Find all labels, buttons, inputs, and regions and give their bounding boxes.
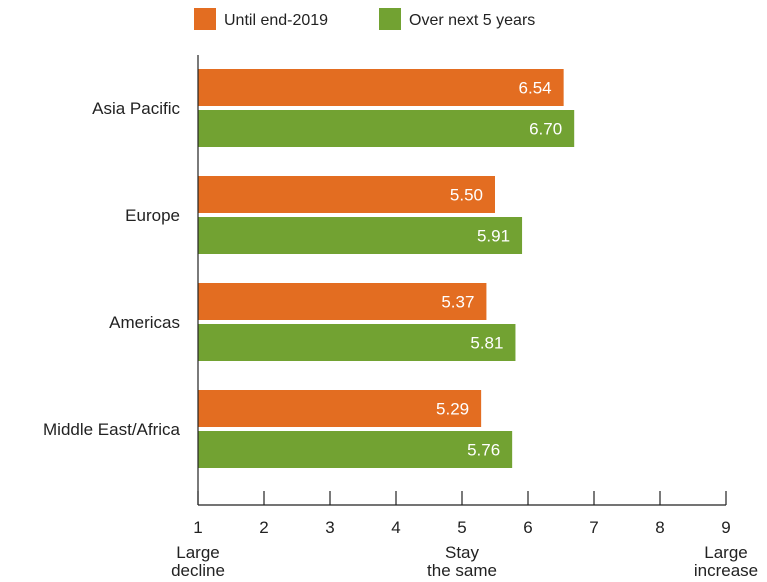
bar	[198, 283, 487, 320]
legend-label: Until end-2019	[224, 12, 328, 29]
axis-anchor-label: decline	[171, 561, 225, 580]
x-tick-label: 7	[589, 518, 598, 537]
axis-anchor-label: the same	[427, 561, 497, 580]
axis-anchor-label: Large	[704, 543, 747, 562]
bars: 6.54 6.70 Asia Pacific 5.50 5.91 Europe 5.37 5.…	[43, 69, 575, 468]
data-label: 5.37	[441, 293, 474, 312]
category-label: Asia Pacific	[92, 99, 180, 118]
category-label: Europe	[125, 206, 180, 225]
bar	[198, 110, 575, 147]
data-label: 5.76	[467, 441, 500, 460]
data-label: 5.81	[470, 334, 503, 353]
bar	[198, 431, 513, 468]
data-label: 5.91	[477, 227, 510, 246]
axis-anchor-label: increase	[694, 561, 758, 580]
axis-anchor-label: Large	[176, 543, 219, 562]
x-tick-label: 6	[523, 518, 532, 537]
legend: Until end-2019 Over next 5 years	[194, 8, 535, 30]
x-tick-label: 9	[721, 518, 730, 537]
bar	[198, 324, 516, 361]
x-tick-label: 5	[457, 518, 466, 537]
bar	[198, 217, 523, 254]
bar	[198, 390, 482, 427]
legend-label: Over next 5 years	[409, 12, 535, 29]
data-label: 6.70	[529, 120, 562, 139]
x-tick-label: 1	[193, 518, 202, 537]
axis-anchor-label: Stay	[445, 543, 480, 562]
x-tick-label: 3	[325, 518, 334, 537]
x-tick-label: 2	[259, 518, 268, 537]
data-label: 6.54	[519, 79, 552, 98]
data-label: 5.50	[450, 186, 483, 205]
legend-swatch	[194, 8, 216, 30]
bar	[198, 69, 564, 106]
bar	[198, 176, 495, 213]
category-label: Americas	[109, 313, 180, 332]
x-tick-label: 8	[655, 518, 664, 537]
x-tick-label: 4	[391, 518, 400, 537]
legend-swatch	[379, 8, 401, 30]
category-label: Middle East/Africa	[43, 420, 181, 439]
data-label: 5.29	[436, 400, 469, 419]
